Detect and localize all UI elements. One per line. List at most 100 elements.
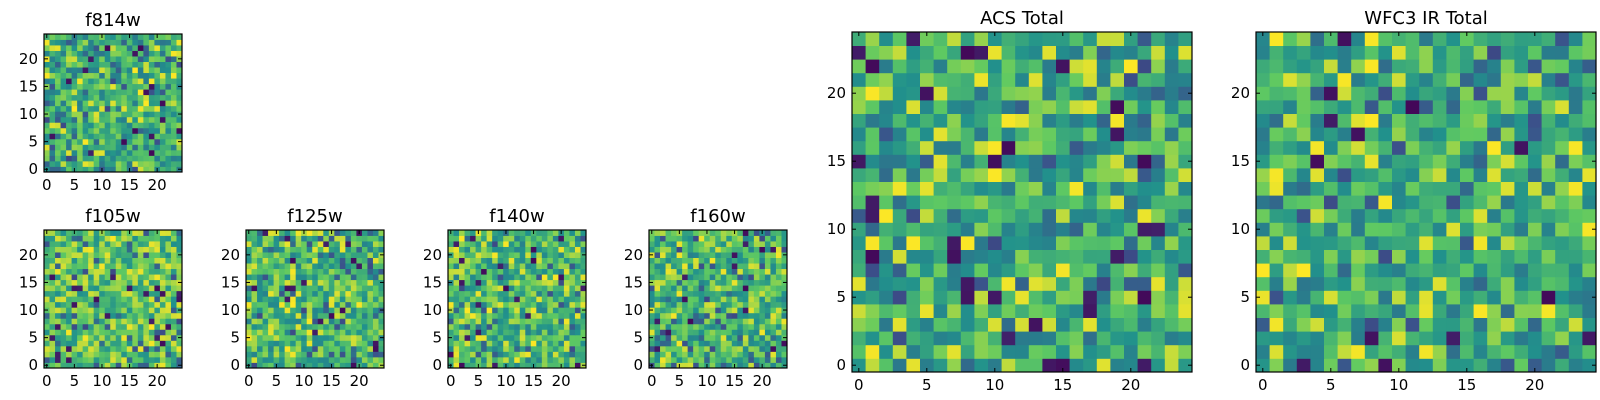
heatmap-cell [301,285,308,292]
heatmap-cell [525,329,532,336]
heatmap-cell [1069,45,1084,60]
heatmap-cell [99,241,106,247]
heatmap-cell [126,39,133,46]
heatmap-cell [1378,344,1393,359]
heatmap-cell [1069,181,1084,196]
heatmap-cell [1487,276,1502,291]
heatmap-cell [1283,86,1298,101]
heatmap-cell [492,296,499,303]
heatmap-cell [1487,168,1502,182]
heatmap-cell [121,340,128,347]
heatmap-cell [1015,59,1030,74]
heatmap-cell [453,230,460,236]
heatmap-cell [339,362,346,369]
heatmap-cell [1028,344,1043,359]
heatmap-cell [481,290,488,297]
heatmap-cell [503,263,510,270]
heatmap-cell [93,340,100,347]
heatmap-cell [1310,72,1325,87]
heatmap-cell [126,116,133,123]
heatmap-cell [1500,140,1515,155]
heatmap-cell [137,39,144,46]
heatmap-cell [345,279,352,286]
heatmap-cell [328,246,335,253]
heatmap-cell [770,318,777,325]
heatmap-cell [88,50,95,57]
heatmap-cell [563,263,570,270]
heatmap-cell [1096,32,1111,46]
heatmap-cell [273,334,280,341]
heatmap-cell [88,241,95,247]
heatmap-cell [154,149,161,156]
heatmap-cell [110,144,117,151]
heatmap-cell [514,268,521,275]
heatmap-cell [110,351,117,358]
heatmap-cell [715,257,722,264]
heatmap-cell [676,246,683,253]
heatmap-cell [246,345,252,352]
y-tick-label: 0 [1240,356,1250,374]
heatmap-cell [290,274,297,281]
heatmap-cell [1337,317,1352,332]
heatmap-cell [1283,181,1298,196]
heatmap-cell [693,307,700,314]
heatmap-cell [137,246,144,253]
heatmap-cell [159,285,166,292]
heatmap-cell [88,133,95,140]
heatmap-cell [115,241,122,247]
heatmap-cell [764,351,771,358]
heatmap-cell [339,230,346,236]
heatmap-cell [339,263,346,270]
heatmap-cell [906,195,921,210]
heatmap-cell [88,144,95,151]
heatmap-cell [148,323,155,330]
heatmap-cell [159,241,166,247]
heatmap-cell [698,362,705,369]
heatmap-cell [682,246,689,253]
heatmap-cell [361,345,368,352]
heatmap-cell [1283,45,1298,60]
heatmap-cell [367,356,374,363]
heatmap-cell [1083,195,1098,210]
heatmap-cell [148,274,155,281]
heatmap-cell [88,111,95,118]
heatmap-cell [284,307,291,314]
heatmap-cell [1283,127,1298,142]
heatmap-cell [536,296,543,303]
heatmap-cell [115,83,122,90]
heatmap-cell [781,285,788,292]
heatmap-cell [66,257,72,264]
heatmap-cell [649,241,655,247]
heatmap-cell [470,290,476,297]
heatmap-cell [1028,181,1043,196]
heatmap-cell [1056,195,1070,210]
heatmap-cell [1446,290,1461,305]
heatmap-cell [44,133,50,140]
heatmap-cell [731,307,738,314]
heatmap-cell [99,235,106,242]
heatmap-cell [558,307,565,314]
heatmap-cell [273,252,280,258]
x-tick-label: 10 [1389,376,1408,394]
heatmap-cell [552,307,559,314]
heatmap-cell [1256,140,1270,155]
heatmap-cell [126,257,133,264]
heatmap-cell [671,296,677,303]
heatmap-cell [301,296,308,303]
heatmap-cell [486,257,493,264]
heatmap-cell [361,235,368,242]
heatmap-cell [892,317,907,332]
heatmap-cell [121,133,128,140]
heatmap-cell [279,257,286,264]
heatmap-cell [497,290,504,297]
heatmap-cell [1514,222,1529,237]
heatmap-cell [920,222,934,237]
heatmap-cell [1310,358,1325,373]
heatmap-cell [1178,208,1193,223]
heatmap-cell [334,285,341,292]
heatmap-cell [165,61,172,68]
heatmap-cell [143,94,150,101]
heatmap-cell [687,274,694,281]
heatmap-cell [486,307,493,314]
heatmap-cell [1083,249,1098,264]
